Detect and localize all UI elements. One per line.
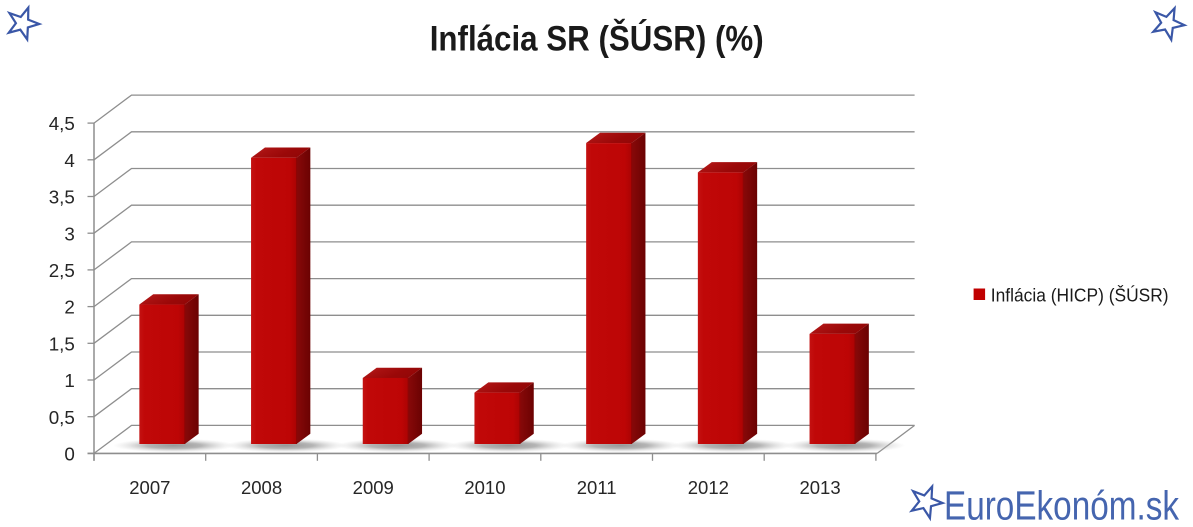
svg-text:1: 1 — [64, 370, 74, 391]
svg-text:0,5: 0,5 — [49, 407, 75, 428]
svg-text:2012: 2012 — [688, 477, 729, 498]
svg-text:2010: 2010 — [464, 477, 505, 498]
svg-text:0: 0 — [64, 444, 74, 465]
svg-text:3: 3 — [64, 223, 74, 244]
svg-text:4: 4 — [64, 150, 74, 171]
svg-text:2: 2 — [64, 297, 74, 318]
svg-text:2007: 2007 — [129, 477, 170, 498]
svg-text:1,5: 1,5 — [49, 333, 75, 354]
svg-text:Inflácia SR (ŠÚSR) (%): Inflácia SR (ŠÚSR) (%) — [430, 19, 764, 59]
svg-text:2013: 2013 — [799, 477, 840, 498]
svg-text:2009: 2009 — [353, 477, 394, 498]
svg-text:2011: 2011 — [577, 477, 617, 498]
svg-text:3,5: 3,5 — [49, 187, 75, 208]
svg-text:2008: 2008 — [241, 477, 282, 498]
svg-text:Inflácia (HICP) (ŠÚSR): Inflácia (HICP) (ŠÚSR) — [991, 285, 1169, 306]
svg-text:4,5: 4,5 — [49, 113, 75, 134]
svg-text:2,5: 2,5 — [49, 260, 75, 281]
svg-text:EuroEkonóm.sk: EuroEkonóm.sk — [944, 483, 1180, 527]
